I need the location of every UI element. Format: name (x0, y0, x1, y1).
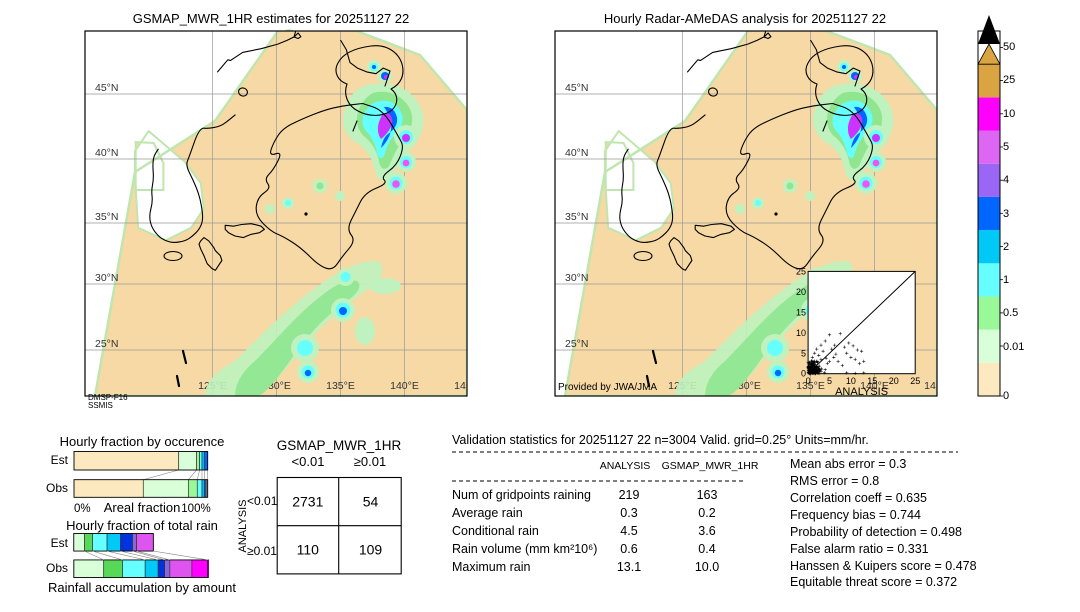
svg-text:<0.01: <0.01 (247, 494, 278, 508)
svg-text:163: 163 (697, 488, 718, 502)
svg-text:1: 1 (1003, 274, 1009, 286)
svg-text:Areal fraction: Areal fraction (104, 500, 181, 515)
svg-text:Obs: Obs (46, 561, 68, 575)
svg-text:Frequency bias = 0.744: Frequency bias = 0.744 (790, 508, 921, 522)
svg-text:50: 50 (1003, 41, 1015, 53)
svg-text:110: 110 (297, 542, 320, 558)
svg-text:10: 10 (796, 328, 806, 338)
svg-text:Provided by JWA/JMA: Provided by JWA/JMA (558, 382, 657, 393)
svg-text:0.3: 0.3 (620, 506, 637, 520)
svg-text:Est: Est (51, 536, 69, 550)
svg-text:219: 219 (619, 488, 640, 502)
svg-text:≥0.01: ≥0.01 (247, 544, 277, 558)
svg-text:5: 5 (801, 348, 806, 358)
svg-text:109: 109 (359, 542, 383, 558)
svg-text:0.01: 0.01 (1003, 341, 1024, 353)
svg-text:54: 54 (363, 494, 379, 510)
svg-text:Validation statistics for 2025: Validation statistics for 20251127 22 n=… (452, 433, 869, 447)
svg-text:0.2: 0.2 (698, 506, 715, 520)
svg-text:25: 25 (1003, 74, 1015, 86)
svg-text:4.5: 4.5 (620, 524, 637, 538)
svg-text:0: 0 (806, 376, 811, 386)
svg-text:RMS error = 0.8: RMS error = 0.8 (790, 474, 879, 488)
svg-text:GSMAP_MWR_1HR estimates for 20: GSMAP_MWR_1HR estimates for 20251127 22 (133, 11, 410, 26)
svg-text:Hourly Radar-AMeDAS analysis f: Hourly Radar-AMeDAS analysis for 2025112… (604, 11, 886, 26)
svg-text:ANALYSIS: ANALYSIS (600, 460, 651, 472)
svg-text:10: 10 (846, 376, 856, 386)
svg-text:SSMIS: SSMIS (88, 401, 113, 410)
svg-text:ANALYSIS: ANALYSIS (835, 386, 888, 398)
svg-text:Num of gridpoints raining: Num of gridpoints raining (452, 488, 591, 502)
svg-text:Rain volume (mm km²10⁶): Rain volume (mm km²10⁶) (452, 542, 597, 556)
svg-text:10.0: 10.0 (695, 560, 719, 574)
svg-text:Obs: Obs (46, 481, 68, 495)
svg-text:15: 15 (796, 308, 806, 318)
svg-text:0: 0 (1003, 390, 1009, 402)
svg-text:Hanssen & Kuipers score = 0.4: Hanssen & Kuipers score = 0.478 (790, 559, 977, 573)
svg-text:Equitable threat score = 0.37: Equitable threat score = 0.372 (790, 575, 957, 589)
svg-text:5: 5 (1003, 141, 1009, 153)
svg-text:25: 25 (796, 267, 806, 277)
svg-text:25: 25 (910, 376, 920, 386)
svg-text:<0.01: <0.01 (292, 454, 325, 469)
svg-text:13.1: 13.1 (617, 560, 641, 574)
svg-text:15: 15 (867, 376, 877, 386)
svg-text:Probability of detection = 0.: Probability of detection = 0.498 (790, 525, 962, 539)
svg-text:2731: 2731 (292, 494, 323, 510)
svg-text:2: 2 (1003, 241, 1009, 253)
svg-text:0.4: 0.4 (698, 542, 715, 556)
svg-text:100%: 100% (181, 503, 210, 515)
svg-text:Hourly fraction of total rain: Hourly fraction of total rain (66, 518, 218, 533)
svg-text:5: 5 (827, 376, 832, 386)
svg-text:ANALYSIS: ANALYSIS (237, 500, 249, 553)
svg-text:20: 20 (796, 287, 806, 297)
svg-text:10: 10 (1003, 108, 1015, 120)
svg-text:GSMAP_MWR_1HR: GSMAP_MWR_1HR (277, 438, 402, 453)
svg-text:Mean abs error = 0.3: Mean abs error = 0.3 (790, 457, 906, 471)
svg-text:Maximum rain: Maximum rain (452, 560, 531, 574)
svg-text:Correlation coeff = 0.635: Correlation coeff = 0.635 (790, 491, 927, 505)
svg-text:4: 4 (1003, 174, 1009, 186)
svg-text:3: 3 (1003, 208, 1009, 220)
svg-text:False alarm ratio = 0.331: False alarm ratio = 0.331 (790, 542, 929, 556)
svg-text:0.5: 0.5 (1003, 307, 1018, 319)
svg-text:Rainfall accumulation by amoun: Rainfall accumulation by amount (48, 580, 236, 595)
svg-text:3.6: 3.6 (698, 524, 715, 538)
svg-text:Conditional rain: Conditional rain (452, 524, 539, 538)
svg-text:GSMAP_MWR_1HR: GSMAP_MWR_1HR (662, 460, 759, 472)
svg-text:Average rain: Average rain (452, 506, 523, 520)
svg-text:Hourly fraction by occurence: Hourly fraction by occurence (60, 434, 225, 449)
svg-text:20: 20 (889, 376, 899, 386)
svg-text:Est: Est (51, 453, 69, 467)
svg-text:≥0.01: ≥0.01 (354, 454, 386, 469)
svg-text:0.6: 0.6 (620, 542, 637, 556)
svg-text:0%: 0% (74, 503, 91, 515)
